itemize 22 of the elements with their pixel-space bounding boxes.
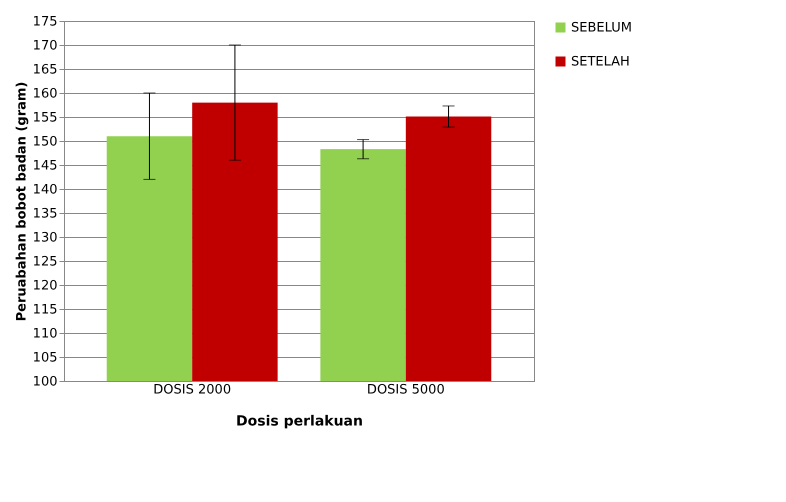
y-tick-label: 165 xyxy=(32,62,58,78)
y-tick-label: 135 xyxy=(32,206,58,222)
x-axis-title: Dosis perlakuan xyxy=(236,414,363,430)
y-axis-title: Peruabahan bobot badan (gram) xyxy=(14,82,30,322)
y-tick-label: 120 xyxy=(32,278,58,294)
y-tick-label: 150 xyxy=(32,134,58,150)
y-tick-label: 130 xyxy=(32,230,58,246)
y-tick-label: 100 xyxy=(32,374,58,390)
legend-label: SEBELUM xyxy=(571,20,632,36)
y-tick-label: 110 xyxy=(32,326,58,342)
legend-label: SETELAH xyxy=(571,54,630,70)
y-tick-label: 145 xyxy=(32,158,58,174)
y-tick-label: 105 xyxy=(32,350,58,366)
y-tick-label: 160 xyxy=(32,86,58,102)
y-tick-label: 155 xyxy=(32,110,58,126)
y-tick-label: 140 xyxy=(32,182,58,198)
y-tick-label: 125 xyxy=(32,254,58,270)
x-tick-label: DOSIS 2000 xyxy=(153,382,232,398)
y-tick-label: 170 xyxy=(32,38,58,54)
y-tick-label: 175 xyxy=(32,14,58,30)
x-tick-label: DOSIS 5000 xyxy=(366,382,445,398)
y-tick-label: 115 xyxy=(32,302,58,318)
